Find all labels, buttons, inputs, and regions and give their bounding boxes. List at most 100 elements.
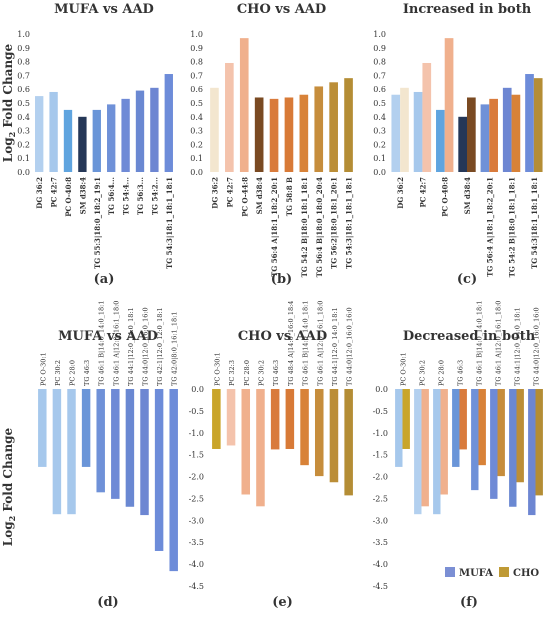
y-axis-title: Log2 Fold Change [1,43,17,162]
bar [516,389,524,483]
category-label: TG 44:1|12:0_14:0_18:1 [331,307,339,386]
bar [489,98,498,172]
category-label: TG 54:2 B|18:0_18:1_18:1 [508,177,517,277]
category-label: TG 54:2... [150,177,159,215]
bar [467,97,476,172]
y-tick-label: 1.0 [373,30,386,39]
y-tick-label: 0.0 [190,168,203,177]
y-tick-label: 0.7 [190,71,203,80]
bar [344,389,353,496]
bar [35,96,44,172]
panel-label: (e) [272,595,293,610]
y-tick-label: -3.0 [189,516,204,525]
category-label: TG 46:3 [272,360,280,386]
y-tick-label: -2.5 [373,494,388,503]
category-label: TG 44:0|12:0_16:0_16:0 [346,307,354,386]
bar [414,389,422,515]
bar [150,87,159,172]
bar [299,94,309,172]
chart-panel: CHO vs AAD 0.0 -0.5 -1.0 -1.5 -2.0 -2.5 -3.0 -3.… [189,300,354,610]
y-axis-title-base: Log [1,521,15,546]
y-tick-label: 0.3 [373,127,386,136]
bar [300,389,309,466]
bar [490,389,498,499]
category-label: TG 44:1|12:0_14:0_18:1 [127,307,135,386]
bar [497,389,505,477]
category-label: TG 55:3|18:0_18:2_19:1 [93,177,102,269]
panel-label: (f) [460,595,478,610]
bar [212,389,221,449]
bar [67,389,76,515]
category-label: TG 46:3 [83,360,91,386]
bar [269,98,279,172]
bar [329,389,339,483]
y-tick-label: 0.0 [191,385,204,394]
category-label: TG 42:0|8:0_16:1_18:1 [171,311,179,386]
bar [49,91,58,172]
y-tick-label: 0.2 [17,140,30,149]
bar [402,389,410,449]
category-label: PC O-40:8 [64,177,73,217]
y-tick-label: 0.8 [17,58,30,67]
panel-label: (c) [457,272,477,287]
bar [480,104,490,172]
chart-panel: CHO vs AAD 0.0 0.1 0.2 0.3 0.4 0.5 0.6 0.7 0.8 0.9… [190,2,353,287]
category-label: PC 28:0 [243,360,251,386]
y-tick-label: 0.4 [373,113,386,122]
y-tick-label: -4.0 [373,560,388,569]
category-label: TG 54:2 B|18:0_18:1_18:1 [300,177,309,277]
category-label: TG 48:4 A|14:0_16:0_18:4 [287,301,295,386]
bar [63,109,73,172]
legend-label: MUFA [459,568,493,579]
bar [169,389,178,572]
category-label: TG 46:1 B|14:0_14:0_18:1 [302,300,310,386]
category-label: PC 30:2 [257,360,265,386]
y-tick-label: 0.6 [17,85,30,94]
y-tick-label: 0.0 [17,168,30,177]
y-tick-label: 0.5 [190,99,203,108]
category-label: TG 44:0|12:0_16:0_16:0 [142,307,150,386]
y-tick-label: 0.0 [373,168,386,177]
category-label: TG 56:4 A|18:1_18:2_20:1 [485,177,494,277]
y-tick-label: -1.5 [373,451,388,460]
bar [107,104,116,172]
chart-panel: MUFA vs AAD 0.0 0.1 0.2 0.3 0.4 0.5 0.6 0.7 0.8 0.… [17,2,174,287]
y-tick-label: 0.7 [373,71,386,80]
y-tick-label: 0.1 [17,154,30,163]
bar [52,389,62,515]
category-label: PC O-44:8 [240,177,249,217]
category-label: TG 56:4... [107,177,116,215]
category-label: TG 54:3|18:1_18:1_18:1 [345,177,354,269]
bar [509,389,517,507]
bar [533,78,543,172]
category-label: TG 56:4 A|18:1_18:2_20:1 [270,177,279,277]
y-tick-label: -2.5 [189,494,204,503]
category-label: PC 42:7 [225,177,234,208]
chart-panel: Increased in both 0.0 0.1 0.2 0.3 0.4 0.5 0.6 0.… [373,2,543,287]
bar [284,97,294,172]
bar [210,87,219,172]
bar [270,389,280,450]
bar [422,62,432,173]
bar [154,389,164,551]
bar [135,90,145,172]
y-tick-label: -1.0 [189,429,204,438]
legend-swatch [445,567,455,577]
y-tick-label: 0.4 [17,113,30,122]
category-label: TG 56:3... [136,177,145,215]
y-axis-title-rest: Fold Change [1,43,15,131]
bar [285,389,295,449]
bar [421,389,429,507]
category-label: TG 56:2|18:0_18:1_20:1 [330,177,339,269]
category-label: TG 46:1 B|14:0_14:0_18:1 [476,300,484,386]
y-tick-label: -1.0 [373,429,388,438]
y-tick-label: 0.8 [373,58,386,67]
y-tick-label: -4.0 [189,560,204,569]
bar [78,116,87,172]
bar [254,97,264,172]
chart-title: MUFA vs AAD [58,329,158,344]
bar [226,389,236,446]
category-label: PC O-30:1 [39,352,47,386]
category-label: PC 30:2 [54,360,62,386]
